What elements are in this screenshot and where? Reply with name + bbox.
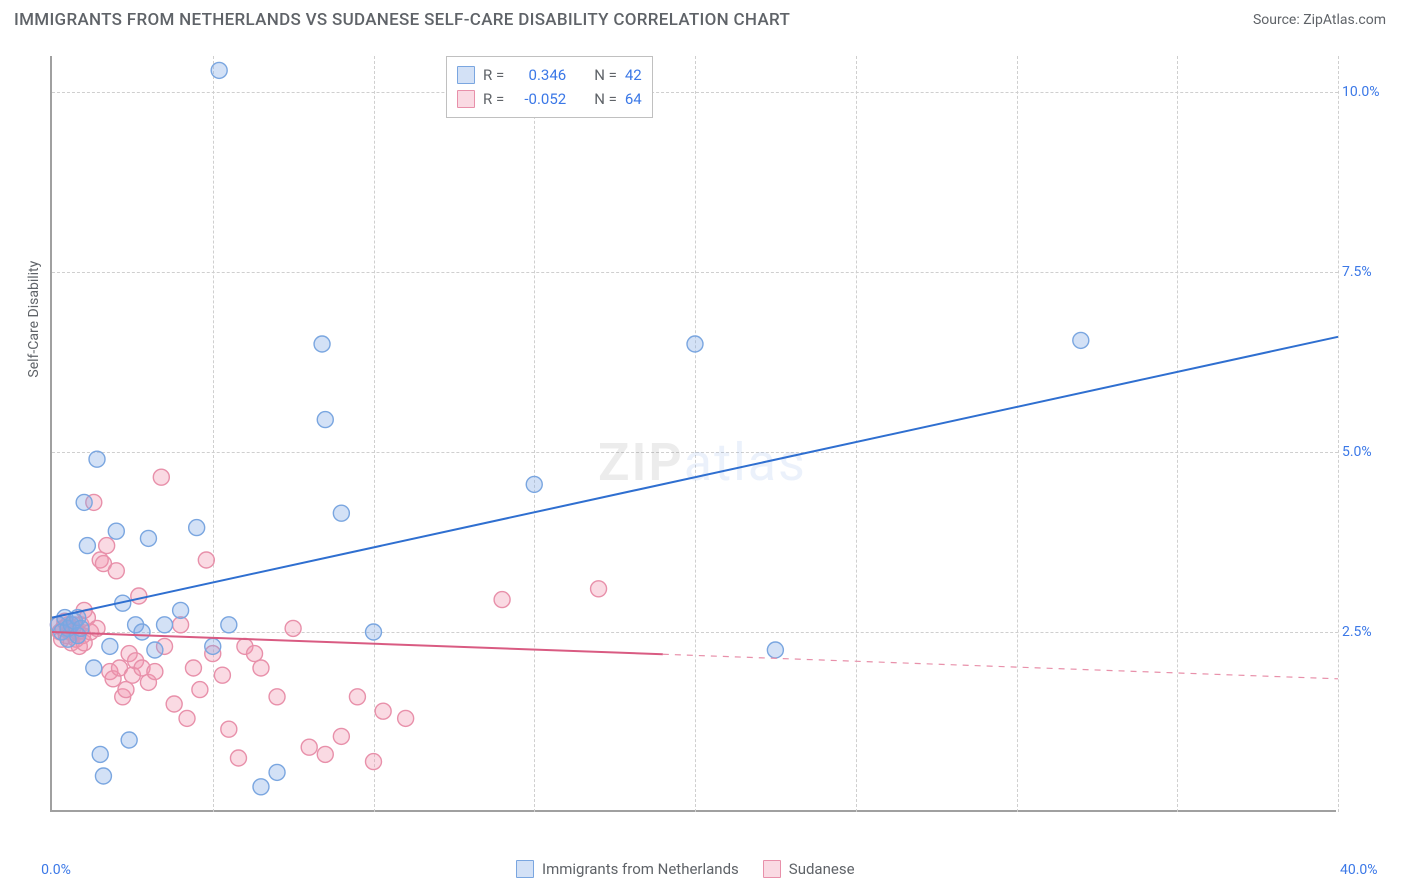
y-tick-label: 7.5% <box>1342 264 1372 280</box>
legend-swatch-series1-bottom <box>516 860 534 878</box>
chart-title: IMMIGRANTS FROM NETHERLANDS VS SUDANESE … <box>14 10 790 30</box>
data-point <box>526 476 542 492</box>
data-point <box>333 505 349 521</box>
r-label: R = <box>483 87 504 111</box>
data-point <box>317 412 333 428</box>
data-point <box>108 563 124 579</box>
x-tick-max: 40.0% <box>1340 862 1378 878</box>
data-point <box>221 617 237 633</box>
data-point <box>398 710 414 726</box>
data-point <box>269 689 285 705</box>
data-point <box>494 592 510 608</box>
data-point <box>185 660 201 676</box>
legend-series-names: Immigrants from Netherlands Sudanese <box>516 860 855 878</box>
data-point <box>253 779 269 795</box>
data-point <box>1073 332 1089 348</box>
data-point <box>198 552 214 568</box>
data-point <box>173 602 189 618</box>
data-point <box>301 739 317 755</box>
n-label: N = <box>594 87 617 111</box>
data-point <box>211 62 227 78</box>
data-point <box>214 667 230 683</box>
r-value-series1: 0.346 <box>512 63 566 87</box>
data-point <box>166 696 182 712</box>
data-point <box>269 764 285 780</box>
data-point <box>147 642 163 658</box>
data-point <box>108 523 124 539</box>
legend-row-series1: R = 0.346 N = 42 <box>457 63 642 87</box>
data-point <box>95 768 111 784</box>
chart-header: IMMIGRANTS FROM NETHERLANDS VS SUDANESE … <box>0 0 1406 40</box>
trend-line-dashed <box>663 654 1338 679</box>
x-tick-min: 0.0% <box>41 862 71 878</box>
data-point <box>102 638 118 654</box>
legend-swatch-series2-bottom <box>763 860 781 878</box>
data-point <box>687 336 703 352</box>
data-point <box>140 530 156 546</box>
data-point <box>285 620 301 636</box>
r-value-series2: -0.052 <box>512 87 566 111</box>
y-tick-label: 5.0% <box>1342 444 1372 460</box>
data-point <box>317 746 333 762</box>
data-point <box>134 624 150 640</box>
legend-swatch-series1 <box>457 66 475 84</box>
chart-container: ZIPatlas R = 0.346 N = 42 R = -0.052 N =… <box>50 56 1390 846</box>
data-point <box>118 682 134 698</box>
data-point <box>131 588 147 604</box>
source-label: Source: ZipAtlas.com <box>1253 12 1386 28</box>
data-point <box>230 750 246 766</box>
legend-label-series1: Immigrants from Netherlands <box>542 860 739 878</box>
data-point <box>99 538 115 554</box>
data-point <box>189 520 205 536</box>
legend-swatch-series2 <box>457 90 475 108</box>
data-point <box>205 638 221 654</box>
trend-line <box>52 337 1338 618</box>
trend-line-solid <box>52 632 663 654</box>
n-label: N = <box>594 63 617 87</box>
data-point <box>76 494 92 510</box>
legend-correlation-box: R = 0.346 N = 42 R = -0.052 N = 64 <box>446 56 653 118</box>
data-point <box>121 732 137 748</box>
data-point <box>375 703 391 719</box>
legend-item-series1: Immigrants from Netherlands <box>516 860 739 878</box>
data-point <box>147 664 163 680</box>
data-point <box>349 689 365 705</box>
n-value-series1: 42 <box>625 63 642 87</box>
legend-label-series2: Sudanese <box>789 860 855 878</box>
data-point <box>247 646 263 662</box>
data-point <box>253 660 269 676</box>
data-point <box>591 581 607 597</box>
data-point <box>173 617 189 633</box>
data-point <box>366 624 382 640</box>
legend-row-series2: R = -0.052 N = 64 <box>457 87 642 111</box>
data-point <box>767 642 783 658</box>
plot-area: ZIPatlas R = 0.346 N = 42 R = -0.052 N =… <box>50 56 1336 812</box>
data-point <box>153 469 169 485</box>
r-label: R = <box>483 63 504 87</box>
y-tick-label: 10.0% <box>1342 84 1380 100</box>
data-point <box>86 660 102 676</box>
data-point <box>79 538 95 554</box>
data-point <box>192 682 208 698</box>
data-point <box>89 451 105 467</box>
data-point <box>333 728 349 744</box>
y-tick-label: 2.5% <box>1342 624 1372 640</box>
data-point <box>221 721 237 737</box>
legend-item-series2: Sudanese <box>763 860 855 878</box>
data-point <box>366 754 382 770</box>
data-point <box>157 617 173 633</box>
data-point <box>179 710 195 726</box>
scatter-plot-svg <box>52 56 1338 812</box>
data-point <box>92 746 108 762</box>
n-value-series2: 64 <box>625 87 642 111</box>
data-point <box>314 336 330 352</box>
y-axis-title: Self-Care Disability <box>26 261 42 378</box>
